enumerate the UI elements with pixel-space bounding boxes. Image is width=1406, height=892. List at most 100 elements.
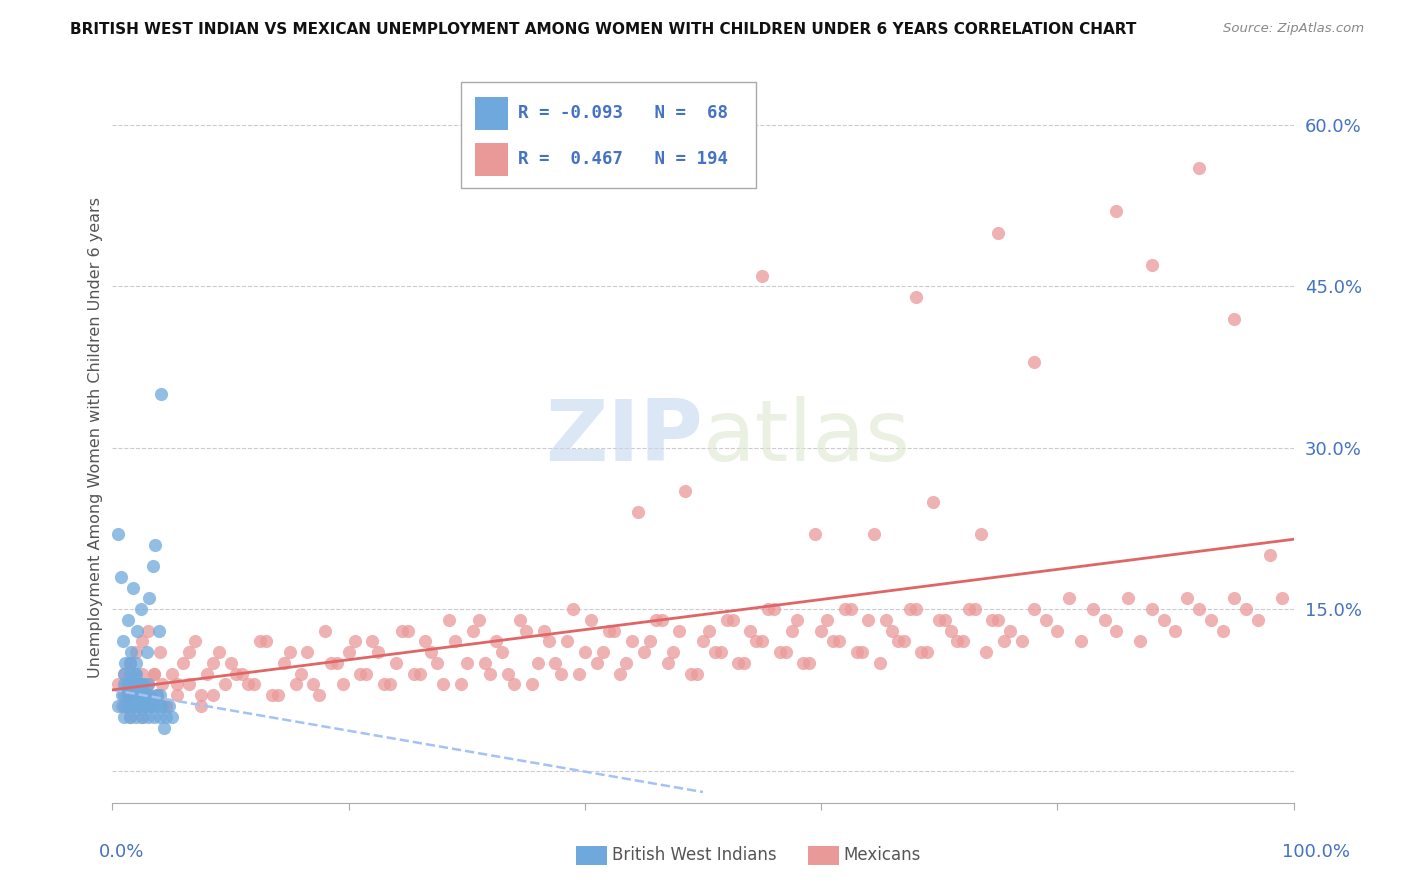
Point xyxy=(131,666,153,681)
Point xyxy=(740,624,762,638)
Point xyxy=(987,226,1010,240)
Point xyxy=(122,698,145,713)
Point xyxy=(135,688,157,702)
Point xyxy=(201,688,224,702)
Point xyxy=(910,645,932,659)
Point xyxy=(278,645,301,659)
Point xyxy=(939,624,962,638)
Point xyxy=(898,602,921,616)
Point xyxy=(851,645,873,659)
Point xyxy=(349,666,371,681)
Y-axis label: Unemployment Among Women with Children Under 6 years: Unemployment Among Women with Children U… xyxy=(89,196,103,678)
Point xyxy=(544,656,567,670)
Point xyxy=(356,666,378,681)
Point xyxy=(122,677,145,691)
Point xyxy=(1035,613,1057,627)
Point xyxy=(149,698,172,713)
Text: Mexicans: Mexicans xyxy=(844,847,921,864)
Point xyxy=(673,483,696,498)
Point xyxy=(153,721,176,735)
Point xyxy=(190,698,212,713)
Point xyxy=(799,656,821,670)
Point xyxy=(149,710,172,724)
Point xyxy=(1116,591,1139,606)
Point xyxy=(402,666,425,681)
Point xyxy=(1175,591,1198,606)
Point xyxy=(893,634,915,648)
Point xyxy=(839,602,862,616)
Point xyxy=(520,677,543,691)
Point xyxy=(775,645,797,659)
Point xyxy=(120,656,142,670)
Point xyxy=(668,624,690,638)
Point xyxy=(716,613,738,627)
Point xyxy=(131,677,153,691)
Point xyxy=(627,505,650,519)
Point xyxy=(751,268,773,283)
Point xyxy=(644,613,666,627)
Point xyxy=(166,688,188,702)
Point xyxy=(120,656,142,670)
Point xyxy=(946,634,969,648)
Point xyxy=(828,634,851,648)
Point xyxy=(993,634,1015,648)
Bar xyxy=(475,96,508,129)
Point xyxy=(391,624,413,638)
Point xyxy=(1188,161,1211,176)
Point xyxy=(120,688,142,702)
Point xyxy=(131,710,153,724)
Point xyxy=(190,688,212,702)
Text: British West Indians: British West Indians xyxy=(612,847,776,864)
Point xyxy=(845,645,868,659)
Point xyxy=(141,698,163,713)
Point xyxy=(107,698,129,713)
Point xyxy=(686,666,709,681)
Point xyxy=(810,624,832,638)
Point xyxy=(408,666,430,681)
Point xyxy=(143,538,166,552)
Point xyxy=(107,677,129,691)
Point xyxy=(792,656,814,670)
Point xyxy=(120,666,142,681)
Point xyxy=(904,290,927,304)
Point xyxy=(474,656,496,670)
Point xyxy=(1223,311,1246,326)
Point xyxy=(337,645,360,659)
Point xyxy=(184,634,207,648)
Point xyxy=(284,677,307,691)
Point xyxy=(1129,634,1152,648)
Point xyxy=(503,677,526,691)
Point xyxy=(150,677,173,691)
Point xyxy=(869,656,891,670)
Point xyxy=(254,634,277,648)
Point xyxy=(1081,602,1104,616)
Point xyxy=(361,634,384,648)
Point xyxy=(117,613,139,627)
Point xyxy=(922,494,945,508)
Point xyxy=(444,634,467,648)
Point xyxy=(120,677,142,691)
Point xyxy=(574,645,596,659)
Point xyxy=(1070,634,1092,648)
Point xyxy=(136,698,159,713)
Point xyxy=(420,645,443,659)
Point xyxy=(290,666,312,681)
Text: BRITISH WEST INDIAN VS MEXICAN UNEMPLOYMENT AMONG WOMEN WITH CHILDREN UNDER 6 YE: BRITISH WEST INDIAN VS MEXICAN UNEMPLOYM… xyxy=(70,22,1136,37)
Point xyxy=(112,634,135,648)
Point xyxy=(609,666,631,681)
Point xyxy=(821,634,844,648)
Point xyxy=(1140,602,1163,616)
Point xyxy=(308,688,330,702)
Point xyxy=(136,688,159,702)
Point xyxy=(127,698,149,713)
Point xyxy=(142,666,165,681)
Point xyxy=(127,624,149,638)
Point xyxy=(112,710,135,724)
Point xyxy=(621,634,644,648)
Point xyxy=(155,710,177,724)
Point xyxy=(332,677,354,691)
Point xyxy=(125,698,148,713)
Point xyxy=(125,656,148,670)
Point xyxy=(314,624,336,638)
Point xyxy=(804,527,827,541)
